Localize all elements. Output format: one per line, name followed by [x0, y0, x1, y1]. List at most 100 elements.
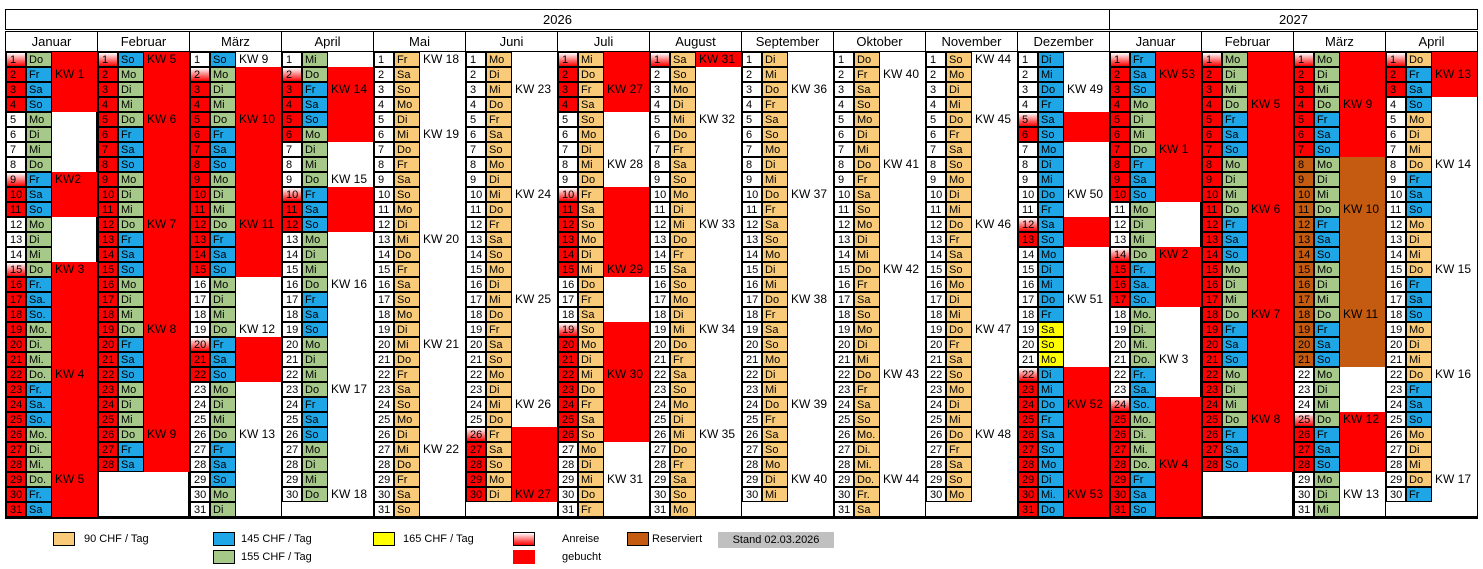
- day-number[interactable]: 30: [374, 487, 394, 502]
- day-number[interactable]: 17: [1110, 292, 1130, 307]
- day-number[interactable]: 16: [374, 277, 394, 292]
- day-number[interactable]: 16: [282, 277, 302, 292]
- day-number[interactable]: 23: [834, 382, 854, 397]
- day-number[interactable]: 14: [1110, 247, 1130, 262]
- day-number[interactable]: 10: [650, 187, 670, 202]
- day-number[interactable]: 3: [1386, 82, 1406, 97]
- day-number[interactable]: 15: [1202, 262, 1222, 277]
- day-number[interactable]: 26: [1110, 427, 1130, 442]
- day-number[interactable]: 7: [926, 142, 946, 157]
- day-number[interactable]: 29: [1386, 472, 1406, 487]
- day-number[interactable]: 20: [742, 337, 762, 352]
- day-number[interactable]: 6: [374, 127, 394, 142]
- day-number[interactable]: 5: [926, 112, 946, 127]
- day-number[interactable]: 30: [1018, 487, 1038, 502]
- day-number[interactable]: 24: [926, 397, 946, 412]
- day-number[interactable]: 26: [1018, 427, 1038, 442]
- day-number[interactable]: 19: [1202, 322, 1222, 337]
- day-number[interactable]: 4: [282, 97, 302, 112]
- day-number[interactable]: 25: [558, 412, 578, 427]
- day-number[interactable]: 14: [1202, 247, 1222, 262]
- day-number[interactable]: 13: [6, 232, 26, 247]
- day-number[interactable]: 20: [190, 337, 210, 352]
- day-number[interactable]: 8: [650, 157, 670, 172]
- day-number[interactable]: 25: [1386, 412, 1406, 427]
- day-number[interactable]: 16: [834, 277, 854, 292]
- day-number[interactable]: 5: [282, 112, 302, 127]
- day-number[interactable]: 25: [282, 412, 302, 427]
- day-number[interactable]: 3: [466, 82, 486, 97]
- day-number[interactable]: 11: [190, 202, 210, 217]
- day-number[interactable]: 26: [834, 427, 854, 442]
- day-number[interactable]: 11: [742, 202, 762, 217]
- day-number[interactable]: 30: [650, 487, 670, 502]
- day-number[interactable]: 12: [6, 217, 26, 232]
- day-number[interactable]: 28: [1018, 457, 1038, 472]
- day-number[interactable]: 8: [742, 157, 762, 172]
- day-number[interactable]: 20: [558, 337, 578, 352]
- day-number[interactable]: 15: [190, 262, 210, 277]
- day-number[interactable]: 8: [190, 157, 210, 172]
- day-number[interactable]: 28: [926, 457, 946, 472]
- day-number[interactable]: 7: [6, 142, 26, 157]
- day-number[interactable]: 23: [926, 382, 946, 397]
- day-number[interactable]: 22: [650, 367, 670, 382]
- day-number[interactable]: 26: [190, 427, 210, 442]
- day-number[interactable]: 14: [466, 247, 486, 262]
- day-number[interactable]: 30: [742, 487, 762, 502]
- day-number[interactable]: 14: [558, 247, 578, 262]
- day-number[interactable]: 4: [1386, 97, 1406, 112]
- day-number[interactable]: 3: [374, 82, 394, 97]
- day-number[interactable]: 28: [98, 457, 118, 472]
- day-number[interactable]: 27: [926, 442, 946, 457]
- day-number[interactable]: 17: [1018, 292, 1038, 307]
- day-number[interactable]: 16: [742, 277, 762, 292]
- day-number[interactable]: 20: [1110, 337, 1130, 352]
- day-number[interactable]: 29: [1294, 472, 1314, 487]
- day-number[interactable]: 22: [466, 367, 486, 382]
- day-number[interactable]: 13: [282, 232, 302, 247]
- day-number[interactable]: 14: [1018, 247, 1038, 262]
- day-number[interactable]: 29: [926, 472, 946, 487]
- day-number[interactable]: 18: [98, 307, 118, 322]
- day-number[interactable]: 24: [1110, 397, 1130, 412]
- day-number[interactable]: 3: [1018, 82, 1038, 97]
- day-number[interactable]: 9: [558, 172, 578, 187]
- day-number[interactable]: 23: [1110, 382, 1130, 397]
- day-number[interactable]: 5: [1018, 112, 1038, 127]
- day-number[interactable]: 2: [374, 67, 394, 82]
- day-number[interactable]: 8: [1294, 157, 1314, 172]
- day-number[interactable]: 1: [1018, 52, 1038, 67]
- day-number[interactable]: 23: [98, 382, 118, 397]
- day-number[interactable]: 25: [98, 412, 118, 427]
- day-number[interactable]: 2: [834, 67, 854, 82]
- day-number[interactable]: 24: [1386, 397, 1406, 412]
- day-number[interactable]: 21: [1110, 352, 1130, 367]
- day-number[interactable]: 6: [190, 127, 210, 142]
- day-number[interactable]: 8: [466, 157, 486, 172]
- day-number[interactable]: 2: [1294, 67, 1314, 82]
- day-number[interactable]: 18: [374, 307, 394, 322]
- day-number[interactable]: 1: [282, 52, 302, 67]
- day-number[interactable]: 27: [374, 442, 394, 457]
- day-number[interactable]: 19: [98, 322, 118, 337]
- day-number[interactable]: 6: [834, 127, 854, 142]
- day-number[interactable]: 31: [834, 502, 854, 517]
- day-number[interactable]: 3: [1110, 82, 1130, 97]
- day-number[interactable]: 7: [374, 142, 394, 157]
- day-number[interactable]: 2: [1386, 67, 1406, 82]
- day-number[interactable]: 22: [98, 367, 118, 382]
- day-number[interactable]: 15: [282, 262, 302, 277]
- day-number[interactable]: 2: [742, 67, 762, 82]
- day-number[interactable]: 19: [650, 322, 670, 337]
- day-number[interactable]: 16: [98, 277, 118, 292]
- day-number[interactable]: 27: [282, 442, 302, 457]
- day-number[interactable]: 31: [1294, 502, 1314, 517]
- day-number[interactable]: 11: [282, 202, 302, 217]
- day-number[interactable]: 29: [1110, 472, 1130, 487]
- day-number[interactable]: 9: [98, 172, 118, 187]
- day-number[interactable]: 29: [742, 472, 762, 487]
- day-number[interactable]: 20: [6, 337, 26, 352]
- day-number[interactable]: 31: [1110, 502, 1130, 517]
- day-number[interactable]: 21: [1018, 352, 1038, 367]
